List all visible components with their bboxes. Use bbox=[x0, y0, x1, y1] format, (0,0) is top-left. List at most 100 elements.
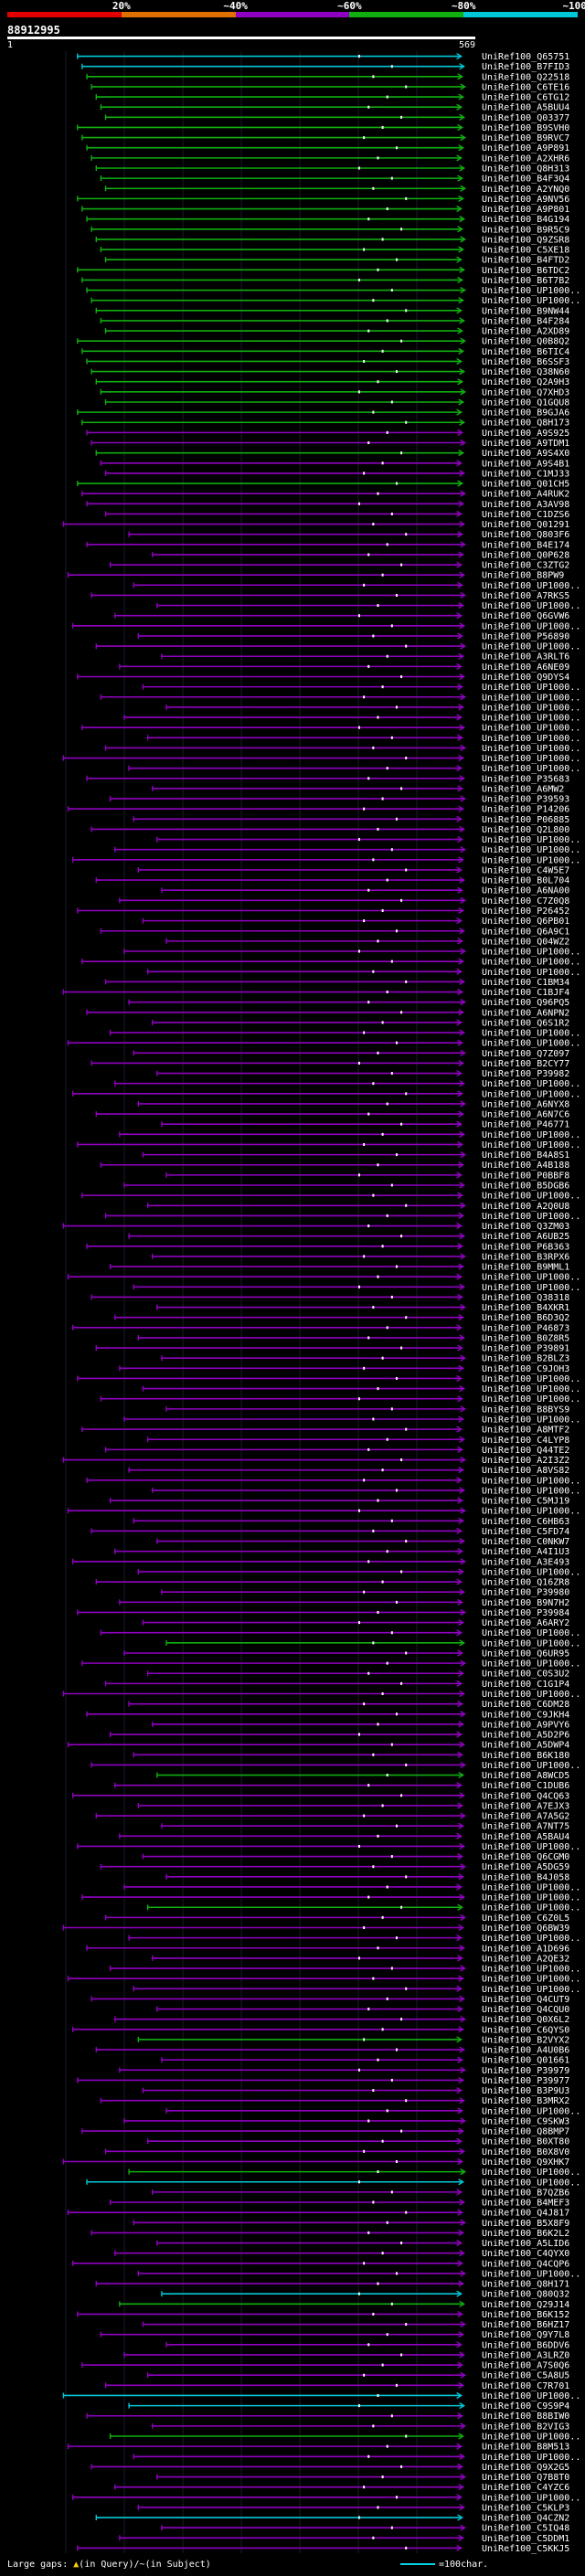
hit-end-arrow bbox=[459, 571, 466, 578]
gap-marker bbox=[372, 2424, 375, 2428]
gap-marker bbox=[381, 1804, 384, 1807]
gap-marker bbox=[377, 1275, 379, 1278]
hit-label: UniRef100_Q7B8T0 bbox=[482, 2473, 569, 2483]
hit-end-arrow bbox=[458, 144, 465, 152]
hit-end-arrow bbox=[459, 1436, 466, 1443]
gap-marker bbox=[358, 1956, 360, 1960]
hit-label: UniRef100_UP1000.. bbox=[482, 1659, 580, 1670]
hit-label: UniRef100_A5LID6 bbox=[482, 2239, 569, 2249]
gap-marker bbox=[367, 888, 370, 892]
hit-label: UniRef100_Q1GQU8 bbox=[482, 398, 569, 408]
gap-marker bbox=[395, 1824, 398, 1828]
hit-end-arrow bbox=[458, 1415, 465, 1423]
gap-marker bbox=[363, 1031, 366, 1034]
hit-label: UniRef100_P06885 bbox=[482, 815, 569, 825]
hit-label: UniRef100_A2Q0U8 bbox=[482, 1202, 569, 1212]
hit-label: UniRef100_Q6CGM0 bbox=[482, 1852, 569, 1862]
hit-end-arrow bbox=[456, 1883, 463, 1891]
hit-label: UniRef100_C1MJ33 bbox=[482, 469, 569, 479]
hit-end-arrow bbox=[458, 1721, 465, 1728]
hit-label: UniRef100_P39979 bbox=[482, 2066, 569, 2076]
hit-label: UniRef100_Q38318 bbox=[482, 1293, 569, 1303]
hit-end-arrow bbox=[460, 490, 467, 497]
hit-label: UniRef100_Q8H313 bbox=[482, 164, 569, 174]
hit-label: UniRef100_A9P891 bbox=[482, 143, 569, 154]
hit-end-arrow bbox=[457, 1497, 464, 1504]
hit-end-arrow bbox=[456, 2086, 463, 2094]
hit-end-arrow bbox=[459, 2402, 466, 2410]
hit-end-arrow bbox=[458, 2076, 465, 2084]
gap-marker bbox=[405, 85, 408, 89]
hit-end-arrow bbox=[458, 2026, 465, 2033]
legend-segment bbox=[235, 12, 350, 17]
hit-label: UniRef100_UP1000.. bbox=[482, 2391, 580, 2401]
hit-end-arrow bbox=[456, 2137, 463, 2145]
gap-marker bbox=[381, 1245, 384, 1248]
gap-marker bbox=[395, 1600, 398, 1604]
gap-marker bbox=[372, 746, 375, 749]
hit-label: UniRef100_B8BIW0 bbox=[482, 2412, 569, 2422]
hit-end-arrow bbox=[457, 1243, 464, 1250]
hit-end-arrow bbox=[460, 1761, 467, 1769]
gap-marker bbox=[367, 105, 370, 109]
hit-label: UniRef100_A6UB25 bbox=[482, 1232, 569, 1242]
hit-end-arrow bbox=[458, 347, 465, 355]
hit-label: UniRef100_C4LYP8 bbox=[482, 1436, 569, 1446]
hit-label: UniRef100_P46771 bbox=[482, 1120, 569, 1130]
gap-marker bbox=[363, 248, 366, 251]
gap-marker bbox=[390, 1743, 393, 1746]
gap-marker bbox=[377, 492, 379, 495]
hit-end-arrow bbox=[460, 1405, 467, 1413]
hit-label: UniRef100_A4B188 bbox=[482, 1161, 569, 1171]
hit-end-arrow bbox=[457, 1649, 464, 1657]
hit-label: UniRef100_Q01291 bbox=[482, 520, 569, 530]
hit-label: UniRef100_Q22518 bbox=[482, 72, 569, 82]
hit-label: UniRef100_C6DM28 bbox=[482, 1700, 569, 1710]
gap-marker bbox=[367, 217, 370, 221]
gap-marker bbox=[358, 949, 360, 953]
hit-label: UniRef100_Q44TE2 bbox=[482, 1446, 569, 1456]
hit-end-arrow bbox=[456, 866, 463, 874]
hit-end-arrow bbox=[460, 1812, 467, 1819]
hit-label: UniRef100_Q16ZR8 bbox=[482, 1578, 569, 1588]
hit-end-arrow bbox=[456, 1731, 463, 1738]
gap-marker bbox=[395, 1153, 398, 1157]
hit-end-arrow bbox=[457, 1395, 464, 1403]
hit-label: UniRef100_B4F284 bbox=[482, 316, 569, 326]
hit-end-arrow bbox=[458, 398, 465, 406]
gap-marker bbox=[372, 1193, 375, 1197]
hit-end-arrow bbox=[460, 388, 467, 396]
hit-label: UniRef100_UP1000.. bbox=[482, 1975, 580, 1985]
hit-label: UniRef100_UP1000.. bbox=[482, 2433, 580, 2443]
hit-end-arrow bbox=[456, 357, 463, 366]
hit-end-arrow bbox=[458, 1212, 465, 1219]
gap-marker bbox=[377, 2058, 379, 2062]
gap-marker bbox=[367, 1224, 370, 1228]
hit-end-arrow bbox=[458, 805, 465, 812]
hit-label: UniRef100_A8VS82 bbox=[482, 1466, 569, 1476]
hit-label: UniRef100_A6NA00 bbox=[482, 886, 569, 896]
hit-label: UniRef100_C5A8U5 bbox=[482, 2371, 569, 2381]
hit-end-arrow bbox=[456, 1019, 463, 1026]
gap-marker bbox=[358, 390, 360, 394]
hit-end-arrow bbox=[458, 2331, 465, 2338]
gap-marker bbox=[358, 2068, 360, 2072]
gap-marker bbox=[372, 2536, 375, 2539]
hit-label: UniRef100_B6K180 bbox=[482, 1751, 569, 1761]
hit-end-arrow bbox=[459, 216, 466, 223]
hit-end-arrow bbox=[458, 450, 465, 457]
gap-marker bbox=[400, 1346, 403, 1350]
hit-label: UniRef100_A3RLT6 bbox=[482, 652, 569, 663]
hit-end-arrow bbox=[457, 1701, 464, 1708]
gap-marker bbox=[400, 563, 403, 567]
hit-label: UniRef100_A2QE32 bbox=[482, 1954, 569, 1964]
gap-marker bbox=[377, 2506, 379, 2509]
hit-label: UniRef100_A3AV98 bbox=[482, 500, 569, 510]
gap-marker bbox=[363, 1814, 366, 1818]
hit-end-arrow bbox=[459, 1130, 466, 1138]
hit-end-arrow bbox=[457, 480, 464, 487]
hit-label: UniRef100_UP1000.. bbox=[482, 693, 580, 703]
hit-end-arrow bbox=[458, 1568, 465, 1575]
hit-end-arrow bbox=[458, 1467, 465, 1474]
gap-marker bbox=[367, 1895, 370, 1899]
